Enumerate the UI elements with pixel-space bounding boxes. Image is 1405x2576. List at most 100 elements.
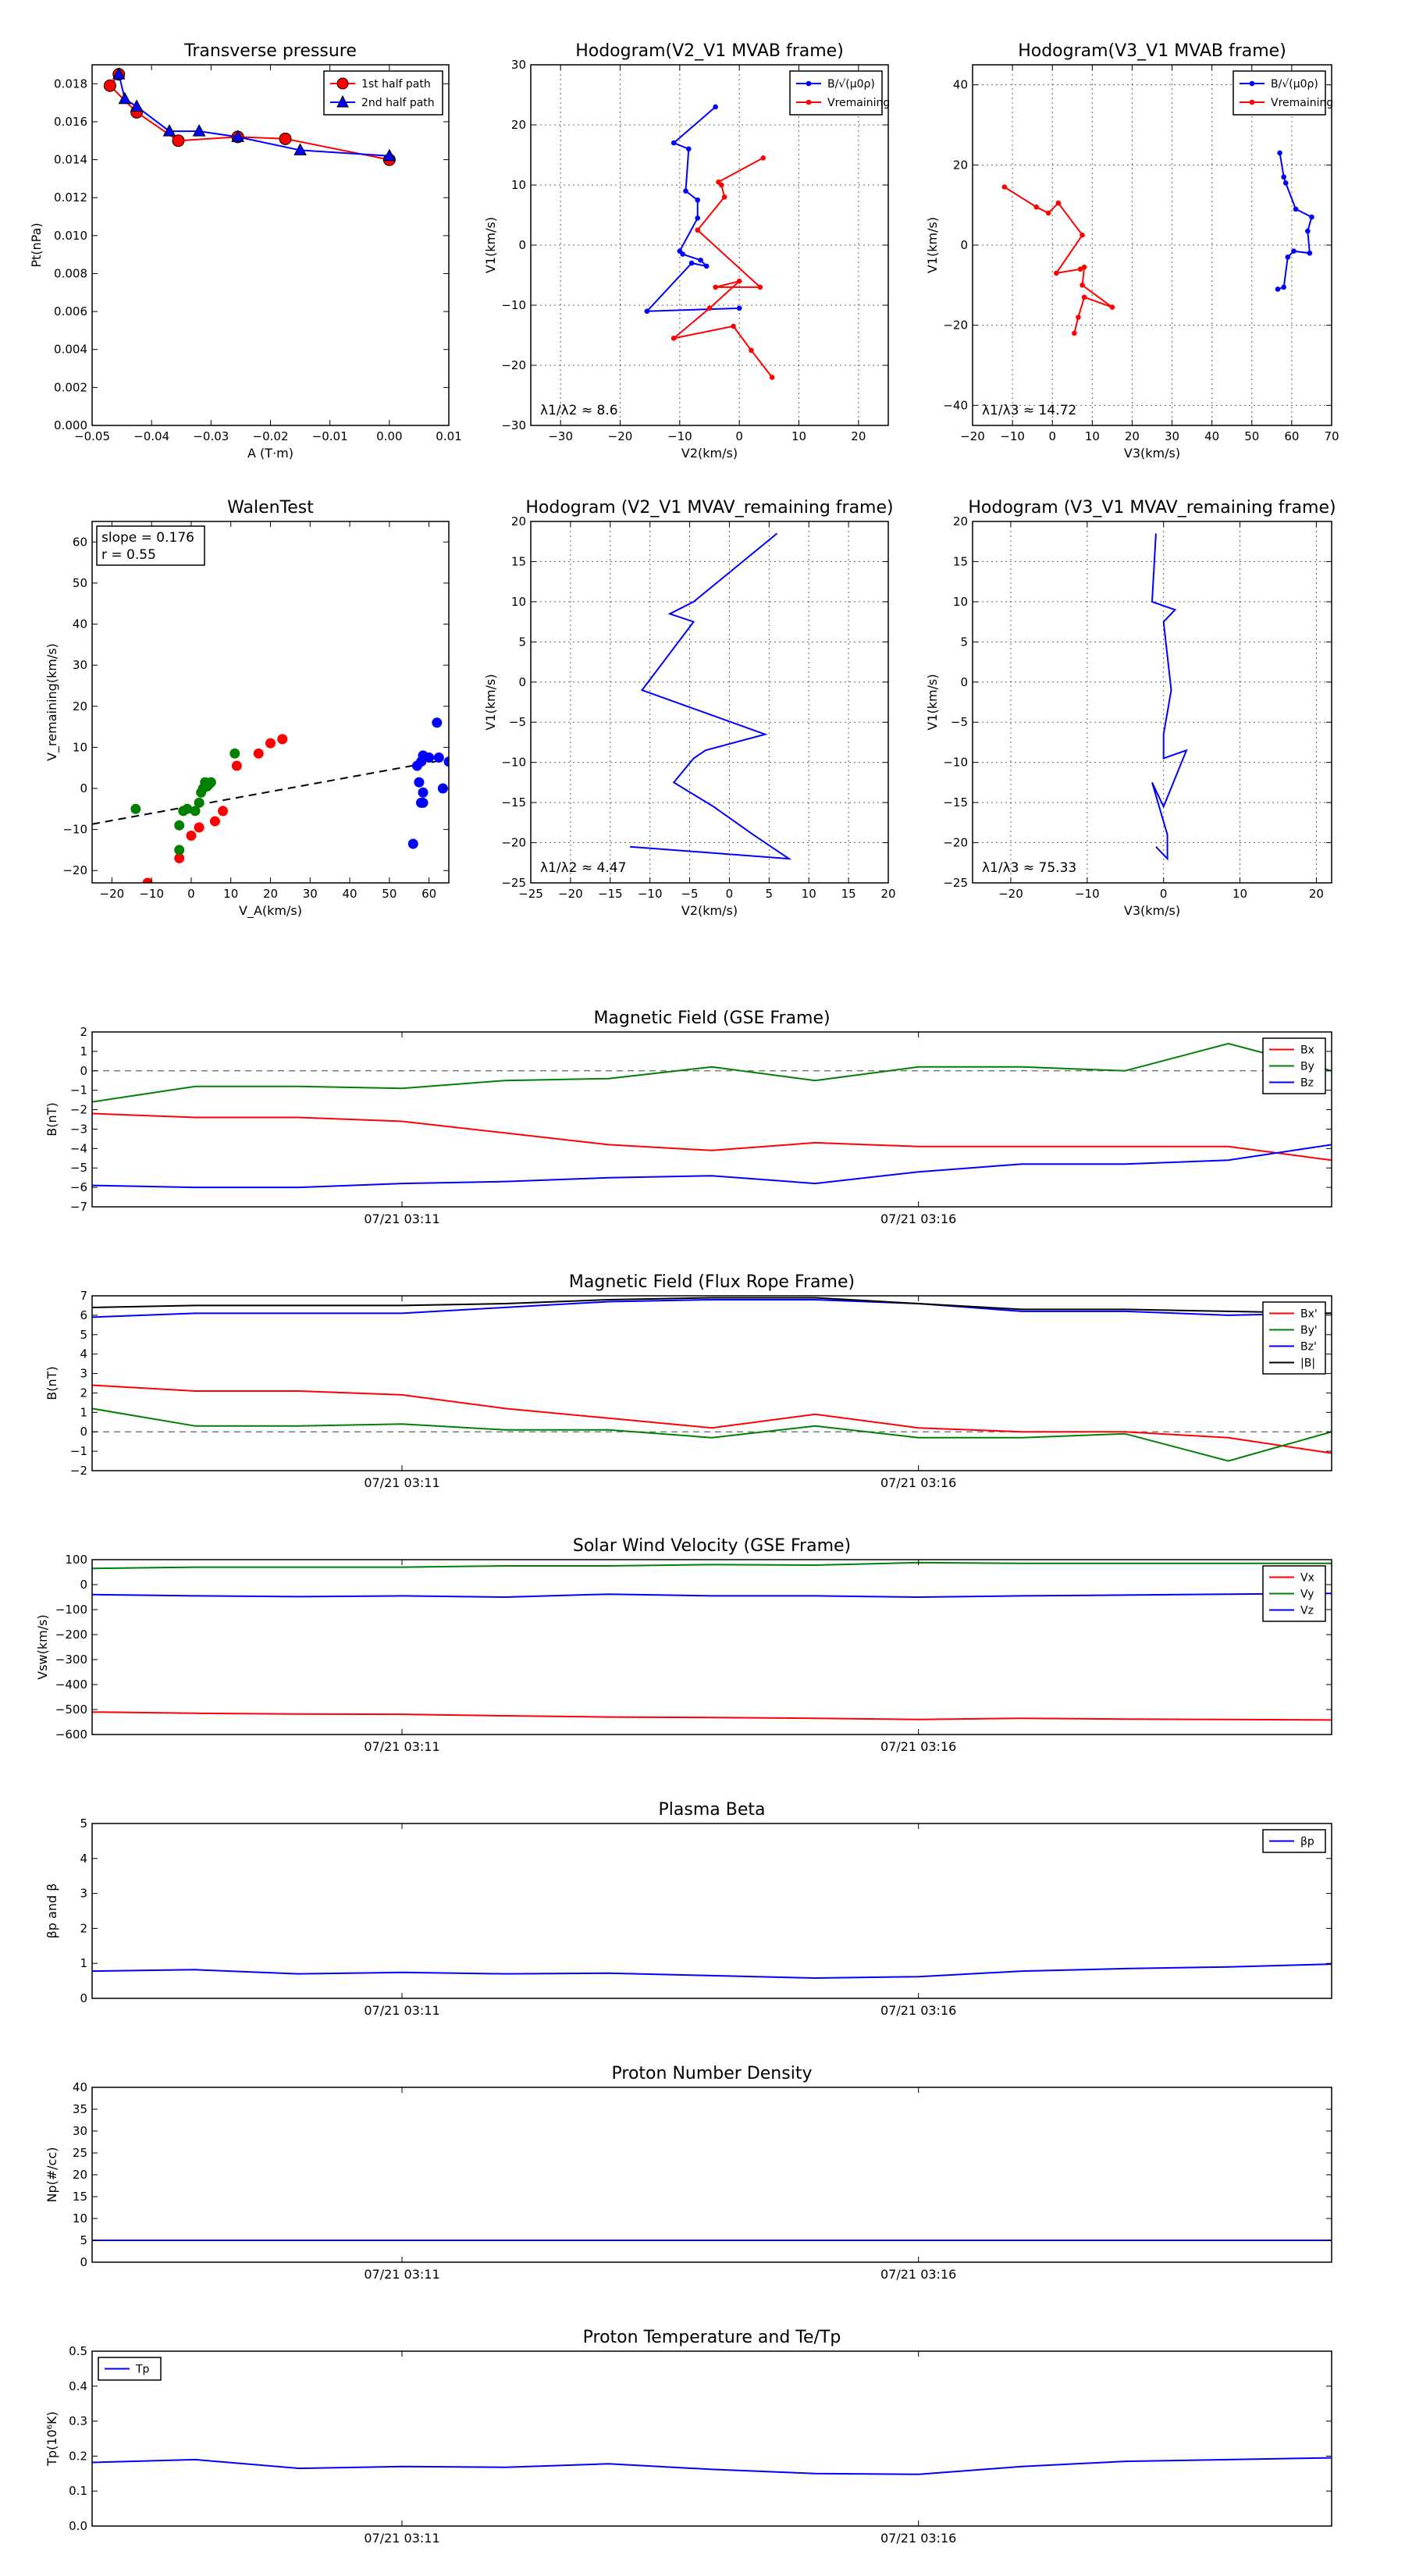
chart-title: Magnetic Field (Flux Rope Frame) [569, 1272, 855, 1292]
y-tick-label: −25 [501, 876, 526, 890]
scatter-point [142, 877, 153, 883]
legend: B/√(μ0ρ) Vremaining [789, 70, 890, 116]
x-tick-label: 40 [1204, 429, 1219, 443]
data-point [103, 79, 116, 92]
x-tick-label: 0 [726, 887, 734, 901]
legend-label: 1st half path [361, 78, 431, 91]
data-point [192, 124, 206, 137]
y-tick-label: −2 [70, 1103, 87, 1117]
y-tick-label: 0.1 [69, 2484, 87, 2498]
x-tick-label: 0 [1048, 429, 1056, 443]
y-tick-label: 0 [518, 238, 526, 252]
time-tick-label: 07/21 03:16 [880, 2003, 956, 2018]
chart-title: WalenTest [227, 498, 314, 518]
data-point [706, 305, 713, 311]
chart-walen: −20 −10 0 10 20 30 40 50 60 −20 −10 0 10 20 30 40 50 60 Wa… [44, 498, 450, 919]
scatter-point [432, 717, 443, 728]
y-tick-label: 0 [80, 1991, 87, 2005]
x-tick-label: 70 [1324, 429, 1339, 443]
data-point [698, 257, 703, 263]
y-tick-label: 0.0 [69, 2519, 87, 2533]
y-tick-label: 0.000 [54, 418, 87, 432]
x-tick-label: 20 [1309, 887, 1324, 901]
legend-label: By [1300, 1061, 1314, 1073]
y-tick-label: 25 [73, 2146, 87, 2160]
data-point [703, 263, 710, 269]
time-tick-label: 07/21 03:11 [364, 2267, 439, 2282]
y-axis-label: V_remaining(km/s) [44, 643, 60, 761]
scatter-point [277, 734, 288, 745]
y-axis-label: B(nT) [44, 1102, 59, 1136]
y-tick-label: 6 [80, 1308, 87, 1322]
legend: βp [1262, 1829, 1326, 1853]
x-tick-label: −20 [608, 429, 633, 443]
scatter-point [407, 838, 418, 849]
data-point [1081, 294, 1087, 301]
legend-marker [1249, 80, 1255, 87]
time-tick-label: 07/21 03:16 [880, 1475, 956, 1490]
scatter-point [190, 806, 201, 817]
chart-title: Hodogram (V2_V1 MVAV_remaining frame) [525, 498, 893, 518]
x-tick-label: −0.02 [253, 429, 289, 443]
plot-frame [91, 2087, 1332, 2263]
data-point [1281, 174, 1286, 180]
y-tick-label: 4 [80, 1852, 87, 1866]
x-tick-label: −25 [518, 887, 543, 901]
y-tick-label: 2 [80, 1386, 87, 1400]
x-tick-label: −20 [558, 887, 583, 901]
y-tick-label: −1 [70, 1083, 87, 1098]
plot-frame [91, 1823, 1332, 1999]
y-axis-label: V1(km/s) [483, 217, 498, 273]
y-tick-label: 30 [73, 2124, 87, 2138]
y-tick-label: 0.012 [54, 190, 87, 205]
y-tick-label: 0 [80, 1578, 87, 1592]
x-tick-label: 10 [1085, 429, 1100, 443]
y-tick-label: −40 [943, 398, 968, 412]
scatter-point [414, 777, 425, 788]
y-tick-label: 3 [80, 1367, 87, 1381]
x-tick-label: 60 [1284, 429, 1299, 443]
data-layer [92, 1561, 1332, 1721]
y-tick-label: 20 [511, 118, 526, 132]
y-tick-label: 10 [73, 2211, 87, 2226]
x-tick-label: 10 [223, 887, 238, 901]
stats-line: r = 0.55 [101, 547, 156, 563]
x-tick-label: 15 [841, 887, 856, 901]
y-tick-label: 0 [80, 1064, 87, 1078]
time-tick-label: 07/21 03:16 [880, 2531, 956, 2546]
series-line [92, 1407, 1332, 1462]
scatter-point [174, 852, 185, 863]
series-line [92, 1144, 1332, 1189]
y-tick-label: 0.002 [54, 380, 87, 394]
y-axis-label: Vsw(km/s) [35, 1614, 50, 1679]
data-layer [92, 1042, 1332, 1189]
data-point [1001, 184, 1008, 190]
data-point [293, 143, 307, 155]
data-point [1307, 250, 1313, 256]
scatter-point [424, 753, 435, 763]
scatter-point [265, 738, 276, 749]
data-point [1055, 200, 1062, 206]
x-tick-label: 0 [1160, 887, 1168, 901]
data-layer [630, 532, 792, 860]
time-tick-label: 07/21 03:16 [880, 1739, 956, 1754]
y-tick-label: 50 [73, 576, 87, 590]
y-tick-label: 0.2 [69, 2449, 87, 2463]
chart-title: Proton Temperature and Te/Tp [583, 2328, 841, 2347]
y-tick-label: 10 [953, 595, 968, 609]
y-tick-label: 0 [80, 1425, 87, 1439]
scatter-point [209, 816, 220, 827]
y-tick-label: −10 [62, 823, 87, 837]
data-point [749, 347, 754, 354]
scatter-point [229, 748, 240, 759]
data-point [1054, 270, 1059, 276]
y-tick-label: −7 [70, 1200, 87, 1214]
y-tick-label: −10 [943, 756, 968, 770]
y-tick-label: 15 [511, 554, 526, 568]
x-tick-label: −10 [1075, 887, 1100, 901]
y-tick-label: 0.004 [54, 343, 87, 357]
data-point [680, 251, 685, 257]
y-axis-label: V1(km/s) [925, 674, 940, 730]
eigenvalue-ratio-label: λ1/λ3 ≈ 75.33 [982, 860, 1076, 876]
